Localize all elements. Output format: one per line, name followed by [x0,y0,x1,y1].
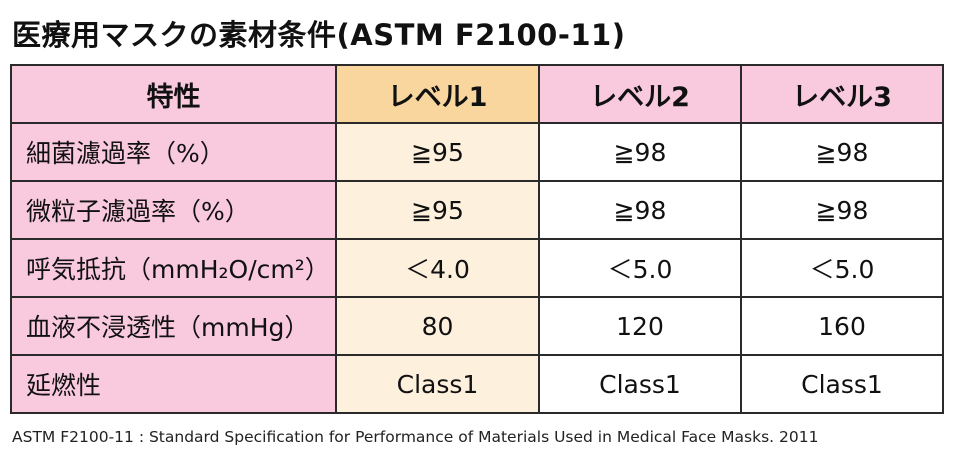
row-label: 延燃性 [10,354,337,414]
cell: ≧98 [538,180,742,240]
cell: ≧98 [740,122,944,182]
row-label: 微粒子濾過率（%） [10,180,337,240]
cell: ＜4.0 [335,238,540,298]
column-header: 特性 [10,64,337,124]
cell: 160 [740,296,944,356]
table-row: 呼気抵抗（mmH₂O/cm²） ＜4.0 ＜5.0 ＜5.0 [10,238,944,298]
cell: Class1 [740,354,944,414]
table-row: 細菌濾過率（%） ≧95 ≧98 ≧98 [10,122,944,182]
cell: ≧98 [740,180,944,240]
cell: ≧98 [538,122,742,182]
cell: ≧95 [335,122,540,182]
cell: Class1 [538,354,742,414]
spec-table: 特性 レベル1 レベル2 レベル3 細菌濾過率（%） ≧95 ≧98 ≧98 微粒子濾過率（%… [10,64,944,414]
table-row: 延燃性 Class1 Class1 Class1 [10,354,944,414]
header-row: 特性 レベル1 レベル2 レベル3 [10,64,944,124]
row-label: 血液不浸透性（mmHg） [10,296,337,356]
table-row: 血液不浸透性（mmHg） 80 120 160 [10,296,944,356]
cell: Class1 [335,354,540,414]
column-header: レベル1 [335,64,540,124]
cell: 120 [538,296,742,356]
cell: 80 [335,296,540,356]
footnote: ASTM F2100-11 : Standard Specification f… [12,428,819,446]
table-body: 細菌濾過率（%） ≧95 ≧98 ≧98 微粒子濾過率（%） ≧95 ≧98 ≧98 呼気抵抗（… [10,122,944,414]
column-header: レベル2 [538,64,742,124]
column-header: レベル3 [740,64,944,124]
title: 医療用マスクの素材条件(ASTM F2100-11) [12,18,626,52]
row-label: 細菌濾過率（%） [10,122,337,182]
cell: ≧95 [335,180,540,240]
row-label: 呼気抵抗（mmH₂O/cm²） [10,238,337,298]
cell: ＜5.0 [538,238,742,298]
cell: ＜5.0 [740,238,944,298]
table-row: 微粒子濾過率（%） ≧95 ≧98 ≧98 [10,180,944,240]
